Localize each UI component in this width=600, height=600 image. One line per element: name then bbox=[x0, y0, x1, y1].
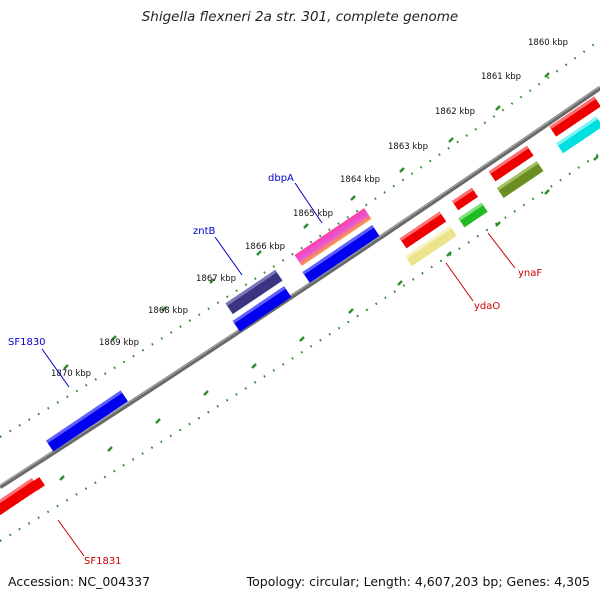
kbp-label-1865: 1865 kbp bbox=[293, 209, 333, 219]
gene-block-khaki[interactable] bbox=[405, 225, 457, 267]
genome-backbone bbox=[0, 86, 600, 489]
gene-label-ydaO: ydaO bbox=[474, 301, 500, 312]
topology-text: Topology: circular; Length: 4,607,203 bp… bbox=[246, 574, 590, 589]
kbp-label-1866: 1866 kbp bbox=[245, 242, 285, 252]
major-ticks-outer bbox=[63, 72, 550, 370]
gene-block-dbpA[interactable] bbox=[294, 208, 372, 266]
gene-label-SF1830: SF1830 bbox=[8, 337, 46, 348]
kbp-label-1863: 1863 kbp bbox=[388, 142, 428, 152]
gene-label-zntB: zntB bbox=[193, 226, 216, 237]
gene-block-blue-dbpA[interactable] bbox=[302, 225, 380, 283]
map-title: Shigella flexneri 2a str. 301, complete … bbox=[141, 9, 459, 25]
kbp-label-1864: 1864 kbp bbox=[340, 175, 380, 185]
gene-block-olive[interactable] bbox=[496, 161, 544, 198]
gene-block-cyan[interactable] bbox=[556, 116, 600, 154]
gene-label-SF1831: SF1831 bbox=[84, 556, 122, 567]
kbp-labels: 1860 kbp 1861 kbp 1862 kbp 1863 kbp 1864… bbox=[51, 38, 568, 379]
gene-block-zntB[interactable] bbox=[225, 269, 283, 315]
kbp-label-1867: 1867 kbp bbox=[196, 274, 236, 284]
gene-block-SF1831-tip[interactable] bbox=[31, 477, 45, 491]
gene-block-red-top[interactable] bbox=[549, 96, 600, 137]
gene-labels: dbpA zntB SF1830 ydaO ynaF SF1831 bbox=[8, 173, 542, 567]
gene-block-SF1830[interactable] bbox=[46, 390, 128, 452]
gene-features[interactable] bbox=[0, 96, 600, 518]
label-leaders bbox=[41, 182, 516, 557]
kbp-label-1870: 1870 kbp bbox=[51, 369, 91, 379]
kbp-label-1869: 1869 kbp bbox=[99, 338, 139, 348]
kbp-label-1861: 1861 kbp bbox=[481, 72, 521, 82]
gene-label-dbpA: dbpA bbox=[268, 173, 294, 184]
kbp-label-1868: 1868 kbp bbox=[148, 306, 188, 316]
inner-tick-track bbox=[0, 152, 600, 542]
kbp-label-1862: 1862 kbp bbox=[435, 107, 475, 117]
kbp-label-1860: 1860 kbp bbox=[528, 38, 568, 48]
accession-text: Accession: NC_004337 bbox=[8, 574, 151, 589]
gene-block-red-ydaO[interactable] bbox=[399, 211, 447, 249]
gene-block-red-small[interactable] bbox=[451, 187, 479, 211]
gene-block-red-mid[interactable] bbox=[488, 145, 534, 182]
gene-label-ynaF: ynaF bbox=[518, 268, 542, 279]
major-ticks-inner bbox=[59, 155, 599, 481]
gene-block-green[interactable] bbox=[458, 202, 488, 228]
gene-block-SF1831[interactable] bbox=[0, 478, 40, 518]
gene-block-blue-zntB[interactable] bbox=[232, 286, 292, 332]
